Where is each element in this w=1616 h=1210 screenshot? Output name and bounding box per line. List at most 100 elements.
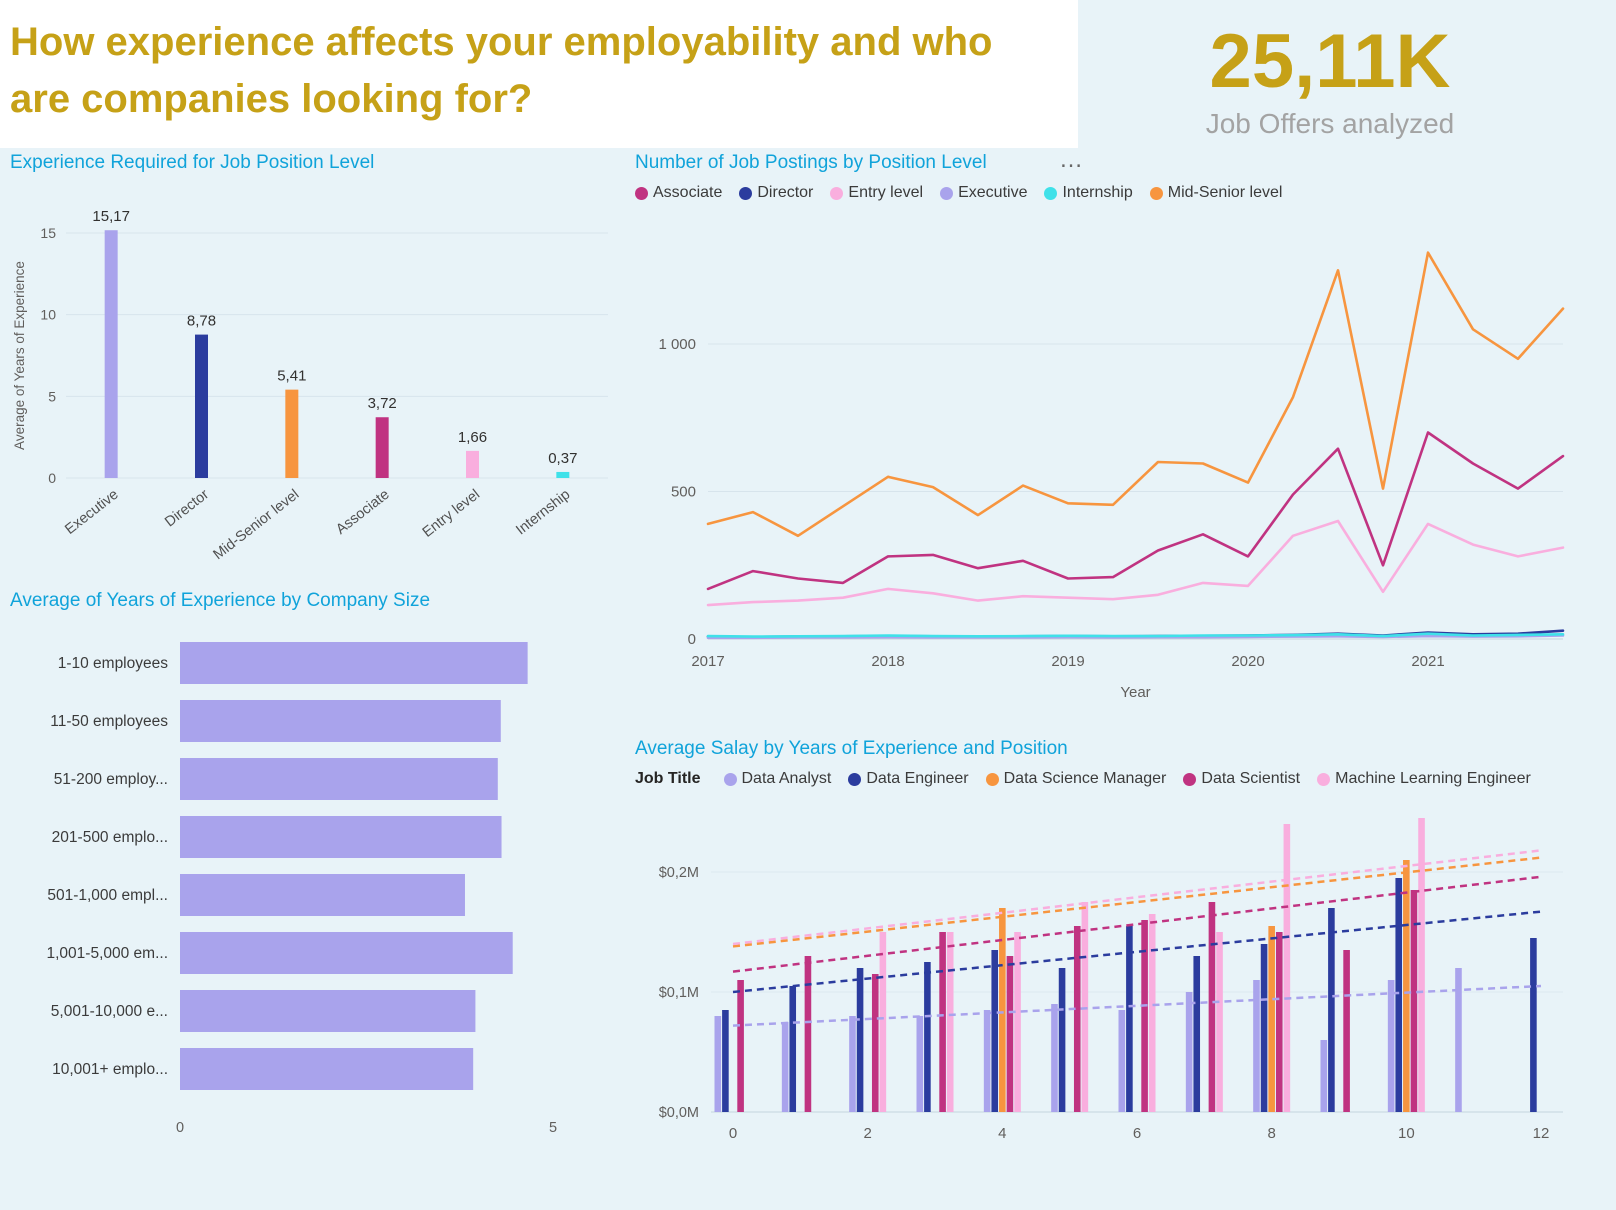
legend-swatch-icon — [1149, 186, 1163, 200]
svg-text:Entry level: Entry level — [420, 487, 483, 541]
svg-text:4: 4 — [998, 1125, 1006, 1142]
svg-text:2019: 2019 — [1051, 653, 1084, 670]
legend-swatch-icon — [830, 186, 844, 200]
svg-text:$0,1M: $0,1M — [659, 985, 699, 1001]
legend-title: Job Title — [635, 770, 701, 787]
svg-text:6: 6 — [1133, 1125, 1141, 1142]
svg-text:8: 8 — [1267, 1125, 1275, 1142]
legend-item-director[interactable]: Director — [739, 184, 813, 202]
svg-text:0,37: 0,37 — [548, 450, 577, 467]
chart-postings-by-level: Number of Job Postings by Position Level… — [633, 148, 1595, 709]
chart-title: Average of Years of Experience by Compan… — [10, 590, 431, 611]
legend-swatch-icon — [848, 772, 862, 786]
svg-text:Internship: Internship — [513, 487, 573, 539]
company-size-bar-plot[interactable]: 1-10 employees 11-50 employees 51-200 empl… — [8, 616, 614, 1148]
svg-text:51-200 employ...: 51-200 employ... — [54, 771, 168, 788]
experience-bar-plot[interactable]: 0 5 10 15 15,17 Executive 8,78 Director 5,41 Mid-… — [8, 178, 620, 570]
svg-text:5: 5 — [549, 1120, 557, 1136]
svg-text:0: 0 — [729, 1125, 737, 1142]
legend-label: Mid-Senior level — [1167, 184, 1283, 201]
legend-swatch-icon — [1044, 186, 1058, 200]
legend-label: Data Scientist — [1201, 770, 1301, 787]
svg-text:Average of Years of Experience: Average of Years of Experience — [12, 261, 27, 450]
svg-text:Associate: Associate — [333, 487, 392, 538]
svg-text:201-500 emplo...: 201-500 emplo... — [52, 829, 168, 846]
legend-swatch-icon — [739, 186, 753, 200]
chart-salary-by-experience: Average Salay by Years of Experience and… — [633, 738, 1595, 1178]
svg-text:15,17: 15,17 — [92, 208, 130, 225]
legend-item-data-analyst[interactable]: Data Analyst — [723, 770, 832, 788]
legend-label: Data Analyst — [741, 770, 832, 787]
svg-text:1 000: 1 000 — [658, 336, 696, 353]
legend-swatch-icon — [1183, 772, 1197, 786]
svg-text:Year: Year — [1120, 684, 1150, 701]
more-options-button[interactable]: … — [1053, 146, 1091, 174]
chart-experience-by-company-size: Average of Years of Experience by Compan… — [8, 590, 622, 1148]
svg-text:12: 12 — [1533, 1125, 1550, 1142]
chart-title: Number of Job Postings by Position Level — [635, 152, 987, 173]
legend-label: Data Science Manager — [1003, 770, 1167, 787]
legend-swatch-icon — [940, 186, 954, 200]
svg-text:2021: 2021 — [1411, 653, 1444, 670]
svg-text:3,72: 3,72 — [368, 395, 397, 412]
svg-text:Executive: Executive — [62, 487, 121, 538]
svg-text:1,66: 1,66 — [458, 429, 487, 446]
svg-text:5,001-10,000 e...: 5,001-10,000 e... — [51, 1003, 168, 1020]
svg-text:10,001+ emplo...: 10,001+ emplo... — [52, 1061, 168, 1078]
legend-swatch-icon — [635, 186, 648, 200]
svg-text:500: 500 — [671, 484, 696, 501]
kpi-job-offers: 25,11K Job Offers analyzed — [1130, 22, 1530, 140]
svg-text:$0,0M: $0,0M — [659, 1105, 699, 1121]
chart-title: Average Salay by Years of Experience and… — [635, 738, 1068, 759]
legend-item-internship[interactable]: Internship — [1044, 184, 1133, 202]
legend-label: Machine Learning Engineer — [1335, 770, 1531, 787]
svg-text:5,41: 5,41 — [277, 368, 306, 385]
legend-item-associate[interactable]: Associate — [635, 184, 722, 202]
svg-text:Director: Director — [162, 486, 212, 530]
svg-text:Mid-Senior level: Mid-Senior level — [211, 487, 303, 564]
legend-postings: Associate Director Entry level Executive Int… — [635, 184, 1595, 202]
svg-text:0: 0 — [48, 470, 56, 486]
svg-text:10: 10 — [40, 307, 56, 323]
svg-text:8,78: 8,78 — [187, 313, 216, 330]
legend-item-executive[interactable]: Executive — [940, 184, 1027, 202]
legend-label: Executive — [958, 184, 1028, 201]
legend-swatch-icon — [723, 772, 737, 786]
postings-line-plot[interactable]: 0 500 1 000 2017 2018 2019 2020 2021 Year — [633, 204, 1583, 709]
kpi-label: Job Offers analyzed — [1205, 107, 1455, 139]
svg-text:2017: 2017 — [691, 653, 724, 670]
legend-item-mid-senior-level[interactable]: Mid-Senior level — [1149, 184, 1283, 202]
chart-experience-required: Experience Required for Job Position Lev… — [8, 152, 630, 570]
kpi-value: 25,11K — [1209, 19, 1451, 104]
svg-text:1,001-5,000 em...: 1,001-5,000 em... — [47, 945, 169, 962]
svg-text:5: 5 — [48, 388, 56, 404]
legend-item-data-science-manager[interactable]: Data Science Manager — [985, 770, 1167, 788]
svg-text:15: 15 — [40, 225, 56, 241]
legend-label: Data Engineer — [866, 770, 969, 787]
legend-label: Associate — [653, 184, 723, 201]
legend-item-machine-learning-engineer[interactable]: Machine Learning Engineer — [1317, 770, 1531, 788]
report-title: How experience affects your employabilit… — [10, 20, 993, 121]
report-header: How experience affects your employabilit… — [0, 0, 1078, 148]
svg-text:0: 0 — [688, 631, 696, 648]
legend-item-data-scientist[interactable]: Data Scientist — [1183, 770, 1300, 788]
svg-text:501-1,000 empl...: 501-1,000 empl... — [47, 887, 168, 904]
legend-label: Director — [757, 184, 814, 201]
legend-item-entry-level[interactable]: Entry level — [830, 184, 923, 202]
svg-text:$0,2M: $0,2M — [659, 865, 699, 881]
chart-title: Experience Required for Job Position Lev… — [10, 152, 375, 173]
legend-label: Entry level — [848, 184, 924, 201]
legend-label: Internship — [1062, 184, 1133, 201]
svg-text:0: 0 — [176, 1120, 184, 1136]
svg-text:2: 2 — [863, 1125, 871, 1142]
legend-swatch-icon — [985, 772, 999, 786]
legend-item-data-engineer[interactable]: Data Engineer — [848, 770, 969, 788]
svg-text:2020: 2020 — [1231, 653, 1264, 670]
svg-text:10: 10 — [1398, 1125, 1415, 1142]
legend-swatch-icon — [1317, 772, 1331, 786]
salary-bar-plot[interactable]: $0,0M $0,1M $0,2M 0 2 4 6 8 10 12 — [633, 790, 1583, 1178]
svg-text:1-10 employees: 1-10 employees — [58, 655, 169, 672]
legend-salary: Job Title Data Analyst Data Engineer Data … — [635, 770, 1595, 788]
svg-text:11-50 employees: 11-50 employees — [50, 713, 168, 730]
svg-text:2018: 2018 — [871, 653, 904, 670]
